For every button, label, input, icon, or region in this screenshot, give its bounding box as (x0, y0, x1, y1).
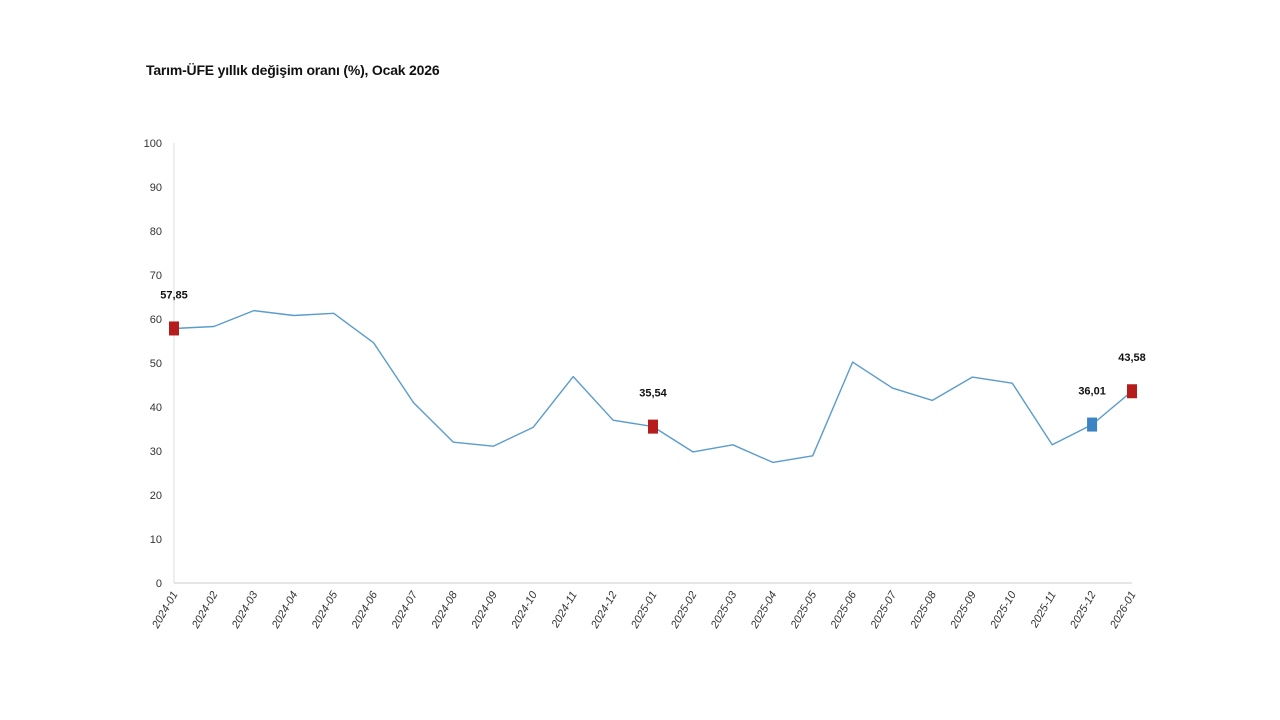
x-tick-label: 2026-01 (1108, 590, 1139, 632)
x-tick-label: 2025-08 (908, 589, 940, 632)
y-tick-label: 80 (150, 226, 162, 238)
y-tick-label: 20 (150, 490, 162, 502)
x-tick-label: 2024-11 (549, 590, 580, 631)
x-tick-label: 2025-07 (868, 589, 900, 632)
chart-title: Tarım-ÜFE yıllık değişim oranı (%), Ocak… (146, 62, 440, 78)
x-tick-label: 2025-10 (988, 589, 1020, 632)
x-tick-label: 2024-03 (229, 589, 261, 632)
data-point-marker (1087, 417, 1098, 432)
x-tick-label: 2024-10 (509, 589, 541, 632)
data-point-marker (648, 419, 658, 434)
y-tick-label: 100 (144, 138, 162, 150)
data-label: 57,85 (160, 289, 188, 301)
y-tick-label: 40 (150, 402, 162, 414)
y-tick-label: 90 (150, 182, 162, 194)
y-tick-label: 60 (150, 314, 162, 326)
y-tick-label: 30 (150, 446, 162, 458)
x-tick-label: 2025-02 (668, 590, 699, 632)
x-tick-label: 2024-06 (349, 589, 381, 632)
x-tick-label: 2025-04 (748, 590, 779, 632)
x-tick-label: 2025-06 (828, 589, 860, 632)
x-tick-label: 2024-05 (309, 589, 341, 632)
data-label: 36,01 (1078, 386, 1106, 398)
series-line (173, 309, 1133, 464)
y-tick-label: 0 (156, 578, 162, 590)
x-tick-label: 2024-09 (469, 590, 500, 632)
x-tick-label: 2024-08 (429, 589, 461, 632)
x-tick-label: 2024-07 (389, 589, 421, 632)
y-axis: 0 10 20 30 40 50 60 70 80 90 100 (144, 138, 175, 590)
x-axis: 2024-01 2024-02 2024-03 2024-04 2024-05 2024-… (150, 582, 1139, 632)
x-tick-label: 2025-11 (1028, 590, 1059, 631)
y-tick-label: 70 (150, 270, 162, 282)
data-point-marker (169, 321, 179, 336)
x-tick-label: 2025-05 (788, 589, 820, 632)
x-tick-label: 2024-12 (589, 590, 620, 632)
x-tick-label: 2025-12 (1068, 590, 1099, 632)
x-tick-label: 2024-01 (150, 590, 181, 632)
data-label: 43,58 (1118, 352, 1146, 364)
x-tick-label: 2025-09 (948, 590, 979, 632)
x-tick-label: 2024-04 (269, 590, 300, 632)
x-tick-label: 2025-01 (629, 590, 660, 632)
y-tick-label: 50 (150, 358, 162, 370)
data-label: 35,54 (639, 388, 667, 400)
y-tick-label: 10 (150, 534, 162, 546)
x-tick-label: 2025-03 (708, 589, 740, 632)
data-point-marker (1127, 384, 1137, 399)
x-tick-label: 2024-02 (189, 590, 220, 632)
